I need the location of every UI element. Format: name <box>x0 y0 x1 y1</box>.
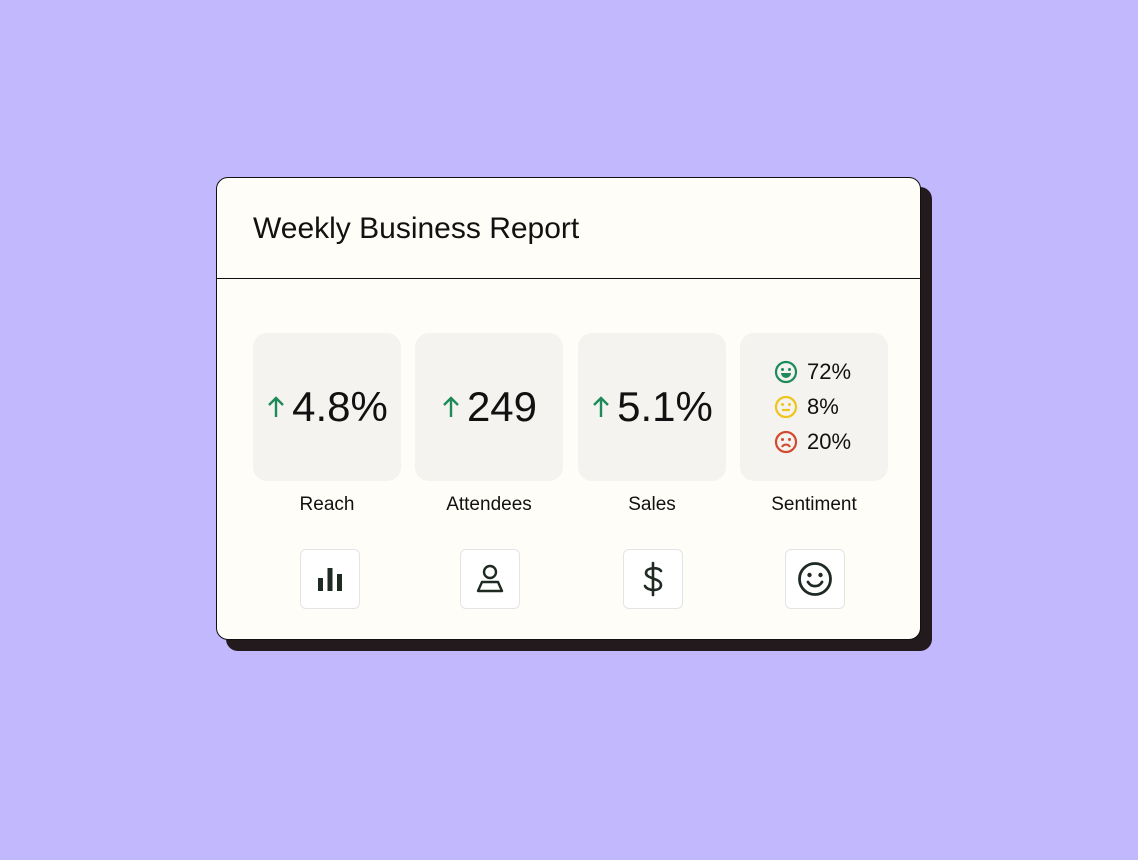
report-card: Weekly Business Report 4.8% 249 5.1% 72%… <box>216 177 921 640</box>
metric-value: 5.1% <box>617 383 713 430</box>
smiley-icon <box>785 549 845 609</box>
happy-face <box>774 360 798 384</box>
sentiment-row: 20% <box>774 425 851 460</box>
up-arrow <box>268 396 284 417</box>
sentiment-row: 72% <box>774 355 851 390</box>
divider <box>217 278 920 279</box>
metric-tile: 4.8% <box>253 333 401 481</box>
sentiment-row: 8% <box>774 390 839 425</box>
metric-value: 249 <box>466 383 538 430</box>
metric-label: Reach <box>299 494 355 515</box>
metric-label: Attendees <box>446 494 532 515</box>
metric-value: 4.8% <box>292 383 388 430</box>
metric-label: Sales <box>628 494 676 515</box>
dollar-icon <box>623 549 683 609</box>
metric-tile: 249 <box>415 333 563 481</box>
neutral-face <box>774 395 798 419</box>
sad-face <box>774 430 798 454</box>
person-icon <box>460 549 520 609</box>
up-arrow <box>443 396 459 417</box>
metric-label: Sentiment <box>771 494 857 515</box>
report-title: Weekly Business Report <box>253 212 580 245</box>
sentiment-value: 72% <box>807 359 852 384</box>
up-arrow <box>593 396 609 417</box>
metric-tile: 5.1% <box>578 333 726 481</box>
sentiment-value: 20% <box>807 429 852 454</box>
sentiment-tile: 72% 8% 20% <box>740 333 888 481</box>
chart-icon <box>300 549 360 609</box>
sentiment-value: 8% <box>807 394 839 419</box>
